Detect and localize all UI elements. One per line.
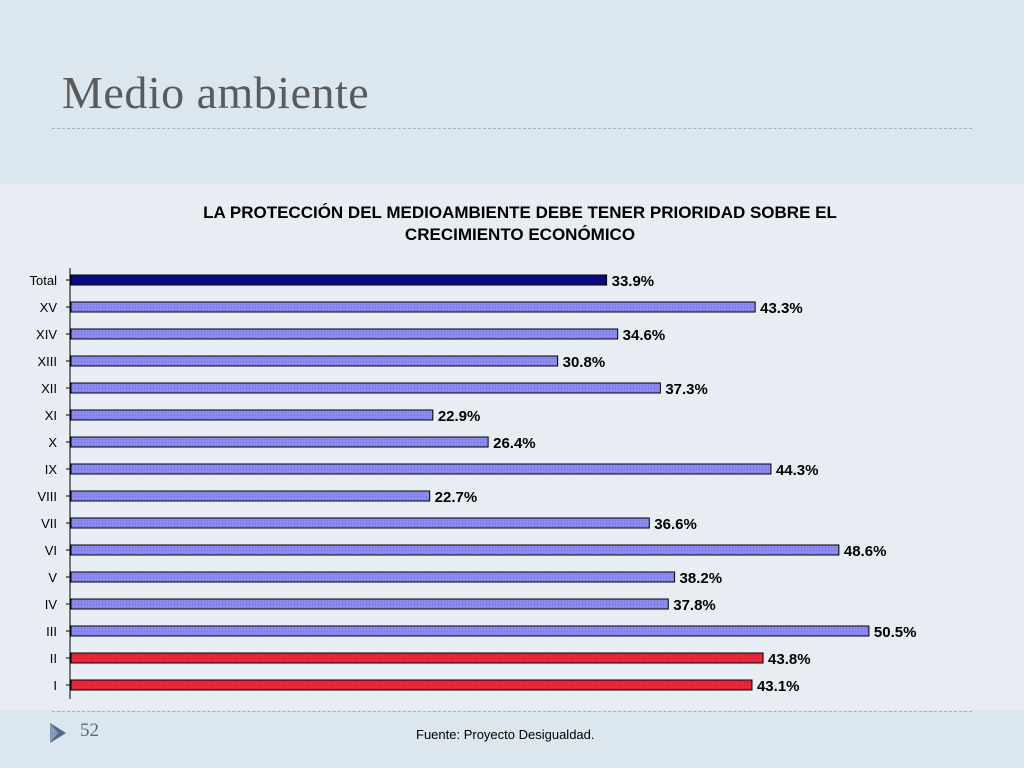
value-label: 37.3% [665,381,708,398]
bar-region [70,355,559,367]
value-label: 34.6% [623,327,666,344]
bar-region [70,490,431,502]
slide-title: Medio ambiente [62,67,370,118]
bar-region [70,382,661,394]
value-label: 30.8% [563,354,606,371]
bar-region [70,517,650,529]
bar-highlight [70,652,764,664]
value-label: 43.3% [760,300,803,317]
chart-title: LA PROTECCIÓN DEL MEDIOAMBIENTE DEBE TEN… [70,202,970,246]
value-label: 22.7% [435,489,478,506]
category-label: XIII [37,354,57,369]
bar-total [70,274,608,286]
bar-region [70,436,489,448]
value-label: 26.4% [493,435,536,452]
value-label: 48.6% [844,543,887,560]
bar-region [70,409,434,421]
value-label: 50.5% [874,624,917,641]
category-label: VIII [37,489,57,504]
bars-layer: Total 33.9%XV 43.3%XIV 34.6%XIII 30.8%XII 37.… [30,268,917,699]
value-label: 36.6% [654,516,697,533]
value-label: 22.9% [438,408,481,425]
bar-region [70,301,756,313]
value-label: 38.2% [680,570,723,587]
category-label: XII [41,381,57,396]
chart-title-line-1: LA PROTECCIÓN DEL MEDIOAMBIENTE DEBE TEN… [203,203,837,222]
category-label: Total [30,273,58,288]
bar-region [70,571,676,583]
category-label: XI [45,408,57,423]
value-label: 43.8% [768,651,811,668]
slide-number: 52 [80,720,99,741]
category-label: VI [45,543,57,558]
bar-highlight [70,679,753,691]
category-label: IV [45,597,58,612]
source-note: Fuente: Proyecto Desigualdad. [416,727,595,742]
category-label: IX [45,462,58,477]
value-label: 37.8% [673,597,716,614]
category-label: I [53,678,57,693]
bar-chart: Total 33.9%XV 43.3%XIV 34.6%XIII 30.8%XII 37.… [30,268,917,699]
value-label: 44.3% [776,462,819,479]
bar-region [70,625,870,637]
bar-region [70,544,840,556]
chart-title-line-2: CRECIMIENTO ECONÓMICO [404,225,636,244]
bar-region [70,463,772,475]
category-label: XIV [36,327,57,342]
category-label: XV [40,300,58,315]
category-label: II [50,651,57,666]
category-label: V [48,570,57,585]
category-label: X [48,435,57,450]
footer-divider [52,711,972,712]
category-label: III [46,624,57,639]
bar-region [70,598,669,610]
play-triangle-icon[interactable] [49,722,67,744]
value-label: 33.9% [612,273,655,290]
chart-panel: LA PROTECCIÓN DEL MEDIOAMBIENTE DEBE TEN… [0,184,1024,710]
category-label: VII [41,516,57,531]
value-label: 43.1% [757,678,800,695]
title-divider [52,128,972,129]
bar-region [70,328,619,340]
